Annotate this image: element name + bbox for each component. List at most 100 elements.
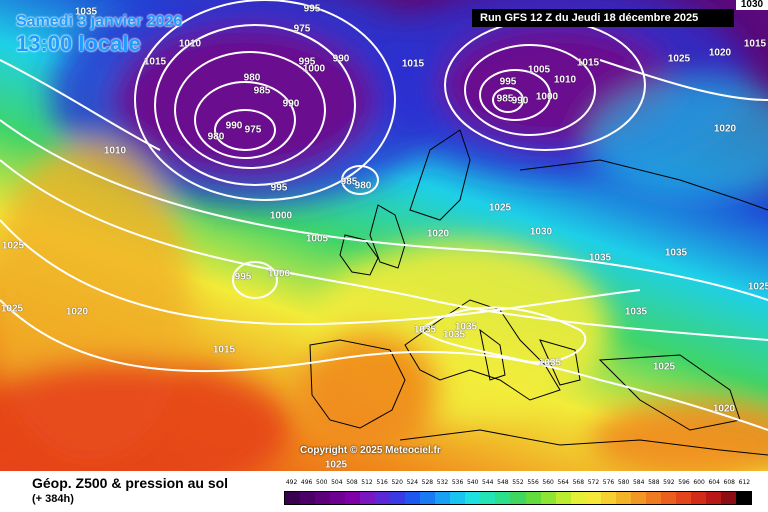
- legend-color-cell: [585, 492, 601, 504]
- legend-color-cell: [420, 492, 436, 504]
- isobar-1010-nw: [0, 59, 161, 151]
- isobar-pressure-label: 995: [234, 271, 252, 283]
- isobar-pressure-label: 1035: [454, 321, 478, 333]
- legend-color-cell: [300, 492, 316, 504]
- isobar-1005: [0, 119, 768, 301]
- legend-scale-label: 500: [316, 479, 328, 486]
- legend-scale-label: 528: [421, 479, 434, 486]
- isobar-pressure-label: 1020: [65, 306, 89, 318]
- legend-color-scale: [284, 491, 752, 505]
- isobar-pressure-label: 1005: [527, 64, 551, 76]
- isobar-pressure-label: 975: [244, 124, 262, 136]
- isobar-pressure-label: 1035: [664, 247, 688, 259]
- isobar-pressure-label: 995: [270, 182, 288, 194]
- legend-scale-label: 512: [361, 479, 373, 486]
- central-europe-coast: [404, 299, 561, 401]
- isobar-pressure-label: 1015: [576, 57, 600, 69]
- isobar-pressure-label: 995: [303, 3, 321, 15]
- isobar-pressure-label: 1015: [143, 56, 167, 68]
- legend-color-cell: [615, 492, 631, 504]
- legend-scale-label: 516: [376, 479, 388, 486]
- isobar-pressure-label: 1010: [178, 38, 202, 50]
- legend-color-cell: [540, 492, 556, 504]
- run-info: Run GFS 12 Z du Jeudi 18 décembre 2025: [472, 9, 734, 27]
- geopotential-map: [0, 0, 768, 471]
- legend-color-cell: [405, 492, 421, 504]
- isobar-pressure-label: 1020: [426, 228, 450, 240]
- legend-color-cell: [570, 492, 586, 504]
- isobar-pressure-label: 990: [282, 98, 300, 110]
- legend-scale-label: 608: [723, 479, 735, 486]
- legend-scale-label: 496: [300, 479, 313, 486]
- isobar-pressure-label: 1035: [413, 324, 437, 336]
- isobar-pressure-label: 1025: [488, 202, 512, 214]
- legend-title: Géop. Z500 & pression au sol: [32, 475, 229, 491]
- isobar-pressure-label: 1025: [0, 303, 24, 315]
- isobar-pressure-label: 1015: [401, 58, 425, 70]
- copyright-notice: Copyright © 2025 Meteociel.fr: [300, 445, 441, 456]
- north-africa-coast: [399, 429, 768, 456]
- legend-scale-label: 548: [497, 479, 509, 486]
- isobar-pressure-label: 980: [207, 131, 225, 143]
- isobar-pressure-label: 980: [243, 72, 261, 84]
- baltic-coast: [519, 159, 768, 211]
- isobar-pressure-label: 1020: [708, 47, 732, 59]
- isobar-pressure-label: 1005: [305, 233, 329, 245]
- legend-scale-labels: 492 496 500 504 508 512 516 520 524 528 532 536 540 5…: [284, 479, 752, 489]
- legend-color-cell: [330, 492, 346, 504]
- legend-scale-label: 492: [285, 479, 298, 486]
- legend-scale-label: 576: [602, 479, 615, 486]
- legend-color-cell: [645, 492, 661, 504]
- legend-scale-label: 588: [648, 479, 660, 486]
- coastlines: [309, 129, 768, 456]
- isobar-pressure-label: 1000: [302, 63, 326, 75]
- italy-coast: [479, 328, 506, 381]
- balkans-coast: [539, 339, 581, 386]
- isobar-low-east-3: [464, 44, 596, 136]
- isobar-low-sw: [232, 261, 278, 299]
- isobar-pressure-label: 995: [499, 76, 517, 88]
- isobar-pressure-label: 1015: [743, 38, 767, 50]
- isobar-pressure-label: 1025: [324, 459, 348, 471]
- legend-scale-label: 504: [331, 479, 343, 486]
- legend-color-cell: [630, 492, 646, 504]
- isobar-pressure-label: 1010: [553, 74, 577, 86]
- legend-scale-label: 568: [572, 479, 585, 486]
- isobar-pressure-label: 1000: [267, 268, 291, 280]
- legend-scale-label: 520: [391, 479, 403, 486]
- legend-scale-label: 536: [451, 479, 464, 486]
- iberia-coast: [309, 339, 406, 429]
- isobar-low-1: [214, 109, 276, 151]
- legend-color-cell: [315, 492, 331, 504]
- isobar-pressure-label: 1015: [212, 344, 236, 356]
- legend-scale-label: 544: [482, 479, 494, 486]
- isobar-1025: [0, 299, 768, 431]
- legend-scale-label: 524: [406, 479, 419, 486]
- isobar-1020: [0, 219, 641, 326]
- legend-scale-label: 592: [663, 479, 675, 486]
- isobar-pressure-label: 1000: [269, 210, 293, 222]
- isobar-pressure-label: 1035: [538, 357, 562, 369]
- legend-color-cell: [345, 492, 361, 504]
- isobar-low-2: [194, 81, 296, 159]
- isobar-pressure-label: 990: [225, 120, 243, 132]
- legend-color-cell: [450, 492, 466, 504]
- isobar-1035: [418, 306, 587, 364]
- isobar-pressure-label: 1010: [103, 145, 127, 157]
- legend-color-cell: [675, 492, 691, 504]
- forecast-date: Samedi 3 janvier 2026: [16, 13, 183, 30]
- isobar-pressure-label: 1035: [624, 306, 648, 318]
- isobar-pressure-label: 1030: [529, 226, 553, 238]
- isobar-pressure-label: 985: [340, 176, 358, 188]
- legend-scale-label: 604: [708, 479, 720, 486]
- isobar-pressure-label: 1035: [74, 6, 98, 18]
- isobar-pressure-label: 990: [332, 53, 350, 65]
- legend-color-cell: [690, 492, 706, 504]
- legend-color-cell: [720, 492, 736, 504]
- britain-coast: [369, 204, 406, 269]
- legend-color-cell: [480, 492, 496, 504]
- legend-subtitle: (+ 384h): [32, 493, 74, 505]
- legend-color-cell: [390, 492, 406, 504]
- legend-scale-label: 584: [632, 479, 645, 486]
